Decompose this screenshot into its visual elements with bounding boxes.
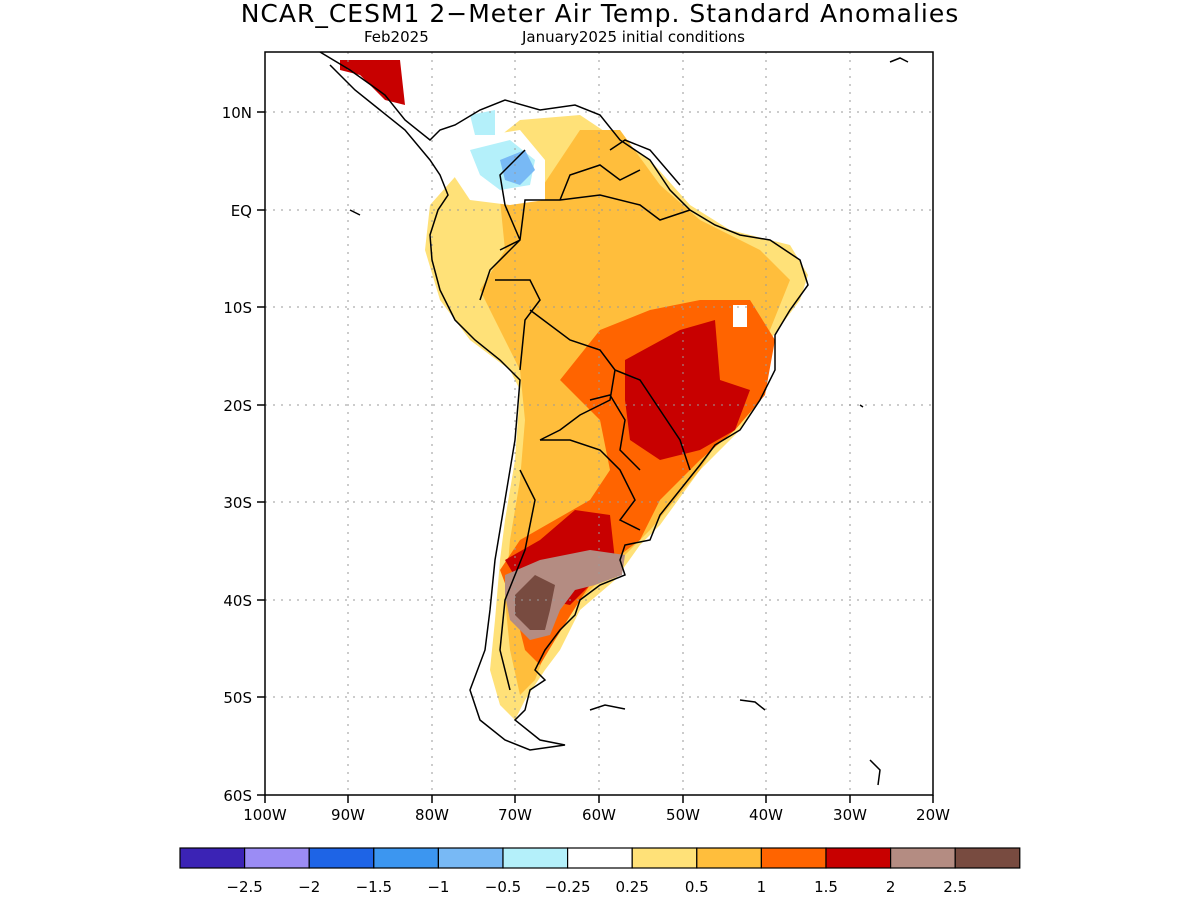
- colorbar-label: −1.5: [356, 878, 392, 896]
- lon-label: 90W: [331, 806, 365, 824]
- colorbar-swatch: [631, 847, 698, 869]
- land-anomaly-gt2.5: [515, 575, 555, 630]
- land-anomaly-neutral: [733, 305, 747, 327]
- lon-label: 40W: [749, 806, 783, 824]
- colorbar-label: 2.5: [943, 878, 967, 896]
- land-anomaly-2.0: [340, 60, 405, 105]
- lat-label: 10N: [222, 104, 252, 122]
- colorbar-label: 1.5: [814, 878, 838, 896]
- map-title: NCAR_CESM1 2−Meter Air Temp. Standard An…: [240, 0, 960, 28]
- lat-label: 10S: [223, 299, 252, 317]
- lon-labels: 100W 90W 80W 70W 60W 50W 40W 30W 20W: [243, 806, 950, 824]
- land-anomaly-neg0.5: [470, 110, 495, 135]
- forecast-month: Feb2025: [364, 28, 429, 46]
- colorbar-label: 2: [886, 878, 896, 896]
- lat-labels: 10N EQ 10S 20S 30S 40S 50S 60S: [222, 104, 252, 805]
- colorbar-swatch: [244, 847, 310, 869]
- colorbar-label: −1: [427, 878, 449, 896]
- coastlines: [319, 52, 909, 786]
- lon-label: 100W: [243, 806, 287, 824]
- colorbar-swatch: [954, 847, 1021, 869]
- anomaly-field: [340, 60, 808, 720]
- colorbar-swatch: [437, 847, 504, 869]
- colorbar-label: −2: [298, 878, 320, 896]
- colorbar-label: −0.5: [485, 878, 521, 896]
- lon-label: 70W: [498, 806, 532, 824]
- lat-label: 30S: [223, 494, 252, 512]
- lon-label: 50W: [666, 806, 700, 824]
- land-anomaly-2.0: [625, 320, 750, 460]
- lat-label: EQ: [231, 202, 252, 220]
- colorbar-label: −0.25: [545, 878, 591, 896]
- lon-label: 80W: [415, 806, 449, 824]
- colorbar-label: −2.5: [226, 878, 262, 896]
- lat-label: 50S: [223, 689, 252, 707]
- colorbar-swatch: [696, 847, 762, 869]
- land-anomaly-neg1: [500, 150, 535, 185]
- initial-conditions: January2025 initial conditions: [522, 28, 745, 46]
- colorbar-swatch: [502, 847, 569, 869]
- lon-label: 20W: [916, 806, 950, 824]
- colorbar-swatch: [760, 847, 827, 869]
- lon-label: 30W: [833, 806, 867, 824]
- lat-label: 20S: [223, 397, 252, 415]
- colorbar-swatch: [179, 847, 246, 869]
- colorbar-label: 0.25: [615, 878, 648, 896]
- colorbar-swatch: [889, 847, 956, 869]
- tick-marks: [257, 111, 934, 803]
- colorbar-label: 0.5: [685, 878, 709, 896]
- lat-label: 40S: [223, 592, 252, 610]
- colorbar-swatch: [373, 847, 439, 869]
- lat-label: 60S: [223, 787, 252, 805]
- lon-label: 60W: [582, 806, 616, 824]
- colorbar-swatch: [308, 847, 375, 869]
- colorbar: −2.5 −2 −1.5 −1 −0.5 −0.25 0.25 0.5 1 1.5 2 2.5: [179, 847, 1021, 896]
- colorbar-label: 1: [757, 878, 767, 896]
- colorbar-swatch: [566, 847, 633, 869]
- colorbar-swatch: [825, 847, 892, 869]
